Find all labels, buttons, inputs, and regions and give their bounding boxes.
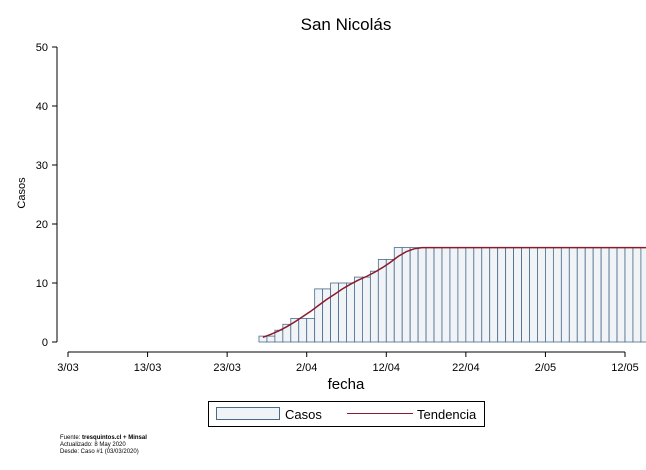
bar (346, 282, 355, 343)
x-tick-label: 2/04 (296, 362, 317, 374)
bar (354, 276, 363, 343)
bar (441, 247, 451, 343)
bar (266, 335, 276, 343)
x-tick-label: 23/03 (213, 362, 241, 374)
x-tick-label: 13/03 (134, 362, 162, 374)
legend: Casos Tendencia (208, 401, 485, 427)
y-tick-label: 10 (36, 278, 48, 290)
bar (401, 247, 411, 343)
x-tick-label: 3/03 (57, 362, 78, 374)
x-axis: 3/03 13/03 23/03 2/04 12/04 22/04 2/05 12/05 (57, 351, 639, 374)
y-tick-label: 0 (42, 337, 48, 349)
bar (362, 276, 371, 343)
x-tick-label: 12/05 (611, 362, 639, 374)
bar (552, 247, 562, 343)
since-line: Desde: Caso #1 (03/03/2020) (60, 449, 139, 455)
bar (481, 247, 491, 343)
bar (600, 247, 610, 343)
bar (584, 247, 594, 343)
y-tick-label: 30 (36, 160, 48, 172)
source-line: Fuente: tresquintos.cl + Minsal (60, 435, 147, 441)
bar (425, 247, 435, 343)
bar (632, 247, 642, 343)
bar (385, 258, 395, 343)
bar (505, 247, 514, 343)
bar (608, 247, 618, 343)
bar (433, 247, 443, 343)
trend-series-tendencia (262, 246, 646, 339)
bar (592, 247, 602, 343)
legend-label-casos: Casos (285, 407, 322, 422)
bar (489, 247, 499, 343)
bar (624, 247, 634, 343)
bar (497, 247, 507, 343)
bar (369, 270, 379, 343)
bar (393, 247, 403, 343)
bar (521, 247, 530, 343)
bar-series-casos (258, 247, 646, 343)
bar (529, 247, 538, 343)
bar (298, 317, 308, 343)
bar (465, 247, 475, 343)
y-tick-label: 50 (36, 42, 48, 54)
bar (568, 247, 578, 343)
source-name: tresquintos.cl + Minsal (82, 435, 147, 441)
legend-label-tendencia: Tendencia (417, 407, 477, 422)
source-note: Fuente: tresquintos.cl + Minsal Actualiz… (60, 435, 147, 456)
bar (449, 247, 459, 343)
bar (576, 247, 586, 343)
bar (417, 247, 427, 343)
bar (513, 247, 522, 343)
bar (409, 247, 419, 343)
bar (314, 288, 324, 343)
legend-swatch-casos (216, 407, 280, 420)
bar (616, 247, 626, 343)
chart-title: San Nicolás (301, 15, 392, 34)
x-tick-label: 12/04 (373, 362, 401, 374)
bar (560, 247, 570, 343)
updated-line: Actualizado: 8 May 2020 (60, 442, 126, 448)
y-axis-label: Casos (16, 177, 28, 209)
bar (377, 258, 387, 343)
x-tick-label: 22/04 (452, 362, 480, 374)
bar (457, 247, 467, 343)
bar (537, 247, 546, 343)
y-tick-label: 40 (36, 101, 48, 113)
bar (473, 247, 483, 343)
y-axis: 0 10 20 30 40 50 (36, 42, 58, 349)
x-tick-label: 2/05 (535, 362, 556, 374)
bar (545, 247, 554, 343)
trend-line (262, 246, 646, 339)
bar (338, 282, 347, 343)
y-tick-label: 20 (36, 219, 48, 231)
bar (640, 247, 646, 343)
bar (306, 317, 316, 343)
x-axis-label: fecha (328, 376, 365, 393)
legend-swatch-tendencia (347, 413, 413, 414)
